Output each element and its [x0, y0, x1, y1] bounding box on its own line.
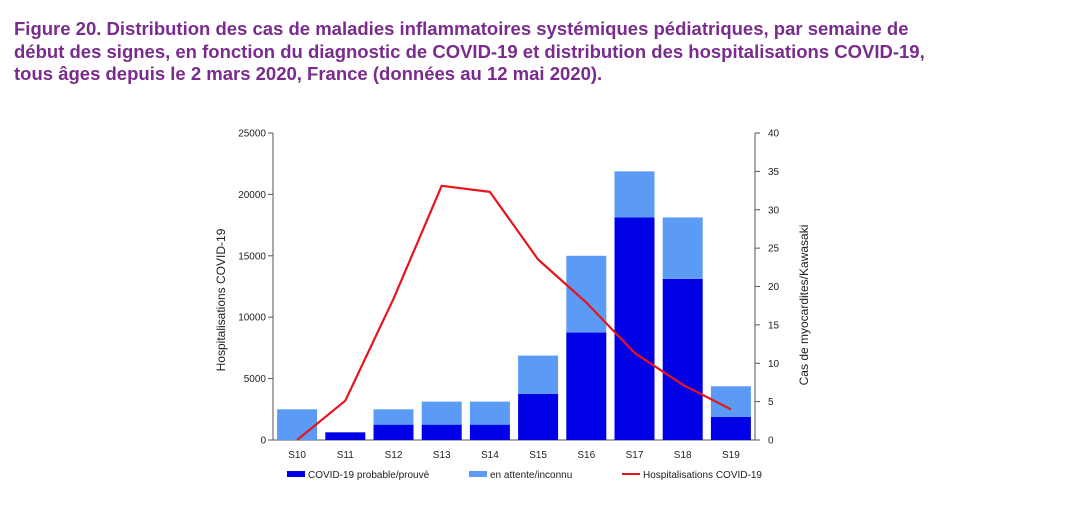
hospitalisations-line	[296, 184, 732, 441]
bar-pending-S12	[373, 409, 414, 425]
left-tick-label: 10000	[238, 313, 266, 324]
bar-pending-S14	[469, 401, 510, 425]
axes: 0 5000 10000 15000 20000 25000 0 5 10 15 20 25 30 35 4…	[238, 129, 779, 447]
left-tick-label: 5000	[244, 374, 267, 385]
bar-confirmed-S11	[325, 432, 366, 440]
right-tick-label: 5	[768, 397, 774, 408]
right-tick-label: 10	[768, 359, 780, 370]
right-tick-label: 0	[768, 436, 774, 447]
legend-label-confirmed: COVID-19 probable/prouvé	[308, 470, 430, 481]
left-tick-label: 20000	[238, 190, 266, 201]
right-tick-label: 30	[768, 205, 780, 216]
bar-pending-S16	[566, 255, 607, 333]
legend-label-pending: en attente/inconnu	[490, 470, 572, 481]
bar-confirmed-S16	[566, 332, 607, 440]
bar-pending-S17	[614, 171, 655, 218]
left-tick-label: 15000	[238, 251, 266, 262]
bars	[277, 171, 751, 440]
right-tick-label: 15	[768, 320, 780, 331]
bar-confirmed-S14	[469, 424, 510, 440]
bar-pending-S10	[277, 409, 318, 440]
x-tick-label: S16	[577, 450, 595, 461]
bar-pending-S18	[662, 217, 703, 279]
figure-title-line-2: début des signes, en fonction du diagnos…	[14, 40, 925, 62]
left-tick-label: 25000	[238, 129, 266, 140]
x-tick-label: S15	[529, 450, 547, 461]
x-tick-label: S10	[288, 450, 306, 461]
left-tick-label: 0	[260, 436, 266, 447]
legend: COVID-19 probable/prouvé en attente/inco…	[287, 470, 762, 481]
bar-confirmed-S18	[662, 278, 703, 440]
x-tick-label: S19	[722, 450, 740, 461]
bar-confirmed-S19	[710, 416, 751, 440]
line-series	[296, 184, 732, 441]
left-axis-label: Hospitalisations COVID-19	[214, 228, 228, 371]
legend-swatch-confirmed	[287, 471, 305, 477]
right-axis-label: Cas de myocardites/Kawasaki	[797, 225, 811, 386]
figure-title-line-1: Figure 20. Distribution des cas de malad…	[14, 18, 909, 39]
right-tick-label: 35	[768, 167, 780, 178]
legend-swatch-pending	[469, 471, 487, 477]
bar-confirmed-S12	[373, 424, 414, 440]
right-tick-label: 40	[768, 129, 780, 140]
x-tick-label: S12	[385, 450, 403, 461]
bar-pending-S13	[421, 401, 462, 425]
legend-label-hospitalisations: Hospitalisations COVID-19	[643, 470, 762, 481]
bar-confirmed-S13	[421, 424, 462, 440]
right-tick-label: 20	[768, 282, 780, 293]
x-tick-label: S13	[433, 450, 451, 461]
figure-title-line-3: tous âges depuis le 2 mars 2020, France …	[14, 63, 603, 84]
bar-confirmed-S15	[518, 393, 559, 440]
right-tick-label: 25	[768, 244, 780, 255]
bar-pending-S15	[518, 355, 559, 394]
figure-title: Figure 20. Distribution des cas de malad…	[14, 18, 1064, 86]
x-tick-label: S17	[626, 450, 644, 461]
x-tick-label: S11	[337, 450, 354, 461]
bar-confirmed-S17	[614, 217, 655, 440]
x-tick-labels: S10 S11 S12 S13 S14 S15 S16 S17 S18 S19	[288, 450, 740, 461]
x-tick-label: S18	[674, 450, 692, 461]
x-tick-label: S14	[481, 450, 499, 461]
